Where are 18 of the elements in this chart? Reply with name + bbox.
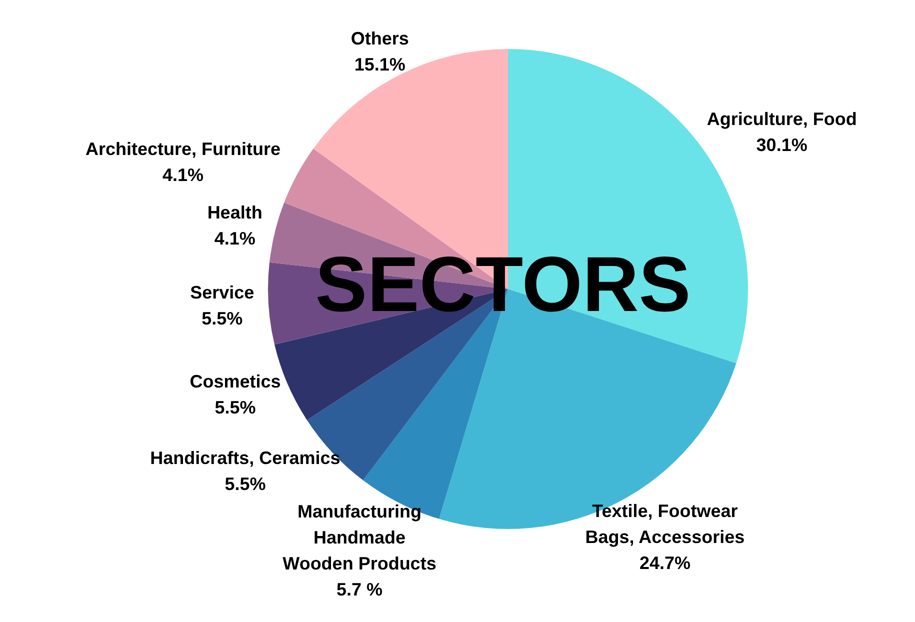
slice-label: Handicrafts, Ceramics	[150, 448, 340, 468]
data-label: 5.5%	[202, 308, 243, 328]
slice-label: Manufacturing Handmade Wooden Products	[282, 501, 436, 574]
data-label: 24.7%	[639, 553, 690, 574]
slice-label: Service	[190, 282, 254, 302]
data-label: 4.1%	[214, 228, 256, 249]
data-label: 5.7 %	[336, 579, 383, 600]
data-label: 5.5%	[214, 397, 256, 418]
slice-label: Cosmetics	[190, 371, 281, 392]
slice-label: Textile, Footwear Bags, Accessories	[585, 501, 745, 548]
data-label: 5.5%	[224, 474, 266, 494]
data-label: 4.1%	[162, 164, 204, 185]
slice-label: Agriculture, Food	[706, 109, 857, 130]
data-label: 15.1%	[354, 54, 406, 74]
data-label: 30.1%	[756, 135, 808, 156]
slice-label: Architecture, Furniture	[86, 138, 281, 159]
slice-label: Health	[207, 202, 262, 223]
slice-label: Others	[350, 28, 409, 48]
